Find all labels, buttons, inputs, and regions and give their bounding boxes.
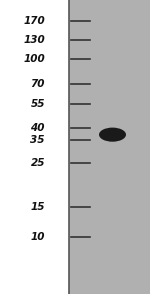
Text: 130: 130 (23, 35, 45, 45)
Text: 35: 35 (30, 135, 45, 145)
Ellipse shape (99, 128, 126, 142)
Text: 70: 70 (30, 79, 45, 89)
Text: 10: 10 (30, 232, 45, 242)
Text: 40: 40 (30, 123, 45, 133)
FancyBboxPatch shape (69, 0, 150, 294)
Text: 170: 170 (23, 16, 45, 26)
Text: 15: 15 (30, 202, 45, 212)
Text: 25: 25 (30, 158, 45, 168)
Text: 100: 100 (23, 54, 45, 64)
Text: 55: 55 (30, 99, 45, 109)
